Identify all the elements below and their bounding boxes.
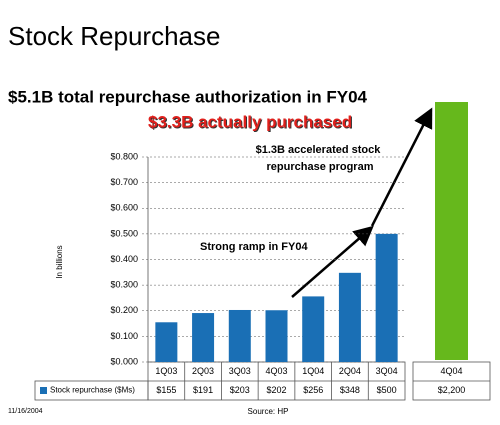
slide-title: Stock Repurchase bbox=[8, 21, 220, 51]
y-tick-label: $0.000 bbox=[110, 356, 138, 366]
table-value: $155 bbox=[156, 385, 176, 395]
bar bbox=[155, 322, 178, 362]
table-value: $203 bbox=[230, 385, 250, 395]
y-tick-label: $0.400 bbox=[110, 254, 138, 264]
arrow bbox=[370, 107, 433, 227]
table-value: $256 bbox=[303, 385, 323, 395]
y-tick-label: $0.500 bbox=[110, 228, 138, 238]
y-tick-label: $0.700 bbox=[110, 177, 138, 187]
annotation: $1.3B accelerated stock bbox=[256, 144, 382, 156]
headline: $5.1B total repurchase authorization in … bbox=[8, 87, 368, 106]
bar bbox=[192, 313, 215, 362]
y-tick-label: $0.600 bbox=[110, 203, 138, 213]
x-tick-label: 3Q04 bbox=[376, 366, 398, 376]
bar bbox=[302, 296, 325, 362]
bar bbox=[228, 309, 251, 362]
y-tick-label: $0.300 bbox=[110, 280, 138, 290]
table-value: $191 bbox=[193, 385, 213, 395]
bar bbox=[338, 272, 361, 362]
x-tick-label: 1Q04 bbox=[302, 366, 324, 376]
table-value: $202 bbox=[266, 385, 286, 395]
y-tick-label: $0.800 bbox=[110, 151, 138, 161]
x-tick-label: 4Q03 bbox=[265, 366, 287, 376]
table-value: $348 bbox=[340, 385, 360, 395]
subheadline: $3.3B actually purchased bbox=[148, 112, 352, 131]
x-tick-label: 4Q04 bbox=[440, 366, 462, 376]
y-tick-label: $0.200 bbox=[110, 305, 138, 315]
subheadline-shadow: $3.3B actually purchased bbox=[149, 113, 353, 132]
source: Source: HP bbox=[248, 407, 289, 416]
bar bbox=[435, 102, 468, 360]
y-axis-label: In billions bbox=[55, 245, 64, 278]
date: 11/16/2004 bbox=[8, 408, 43, 415]
legend-label: Stock repurchase ($Ms) bbox=[50, 386, 135, 395]
table-value: $500 bbox=[377, 385, 397, 395]
x-tick-label: 3Q03 bbox=[229, 366, 251, 376]
bar bbox=[375, 233, 398, 362]
bar bbox=[265, 310, 288, 362]
table-value: $2,200 bbox=[438, 385, 466, 395]
x-tick-label: 2Q03 bbox=[192, 366, 214, 376]
annotation: Strong ramp in FY04 bbox=[200, 241, 308, 253]
legend-swatch bbox=[40, 387, 47, 394]
x-tick-label: 2Q04 bbox=[339, 366, 361, 376]
table-frame bbox=[34, 380, 149, 401]
arrow bbox=[291, 225, 374, 298]
y-tick-label: $0.100 bbox=[110, 331, 138, 341]
annotation: repurchase program bbox=[267, 161, 374, 173]
x-tick-label: 1Q03 bbox=[155, 366, 177, 376]
